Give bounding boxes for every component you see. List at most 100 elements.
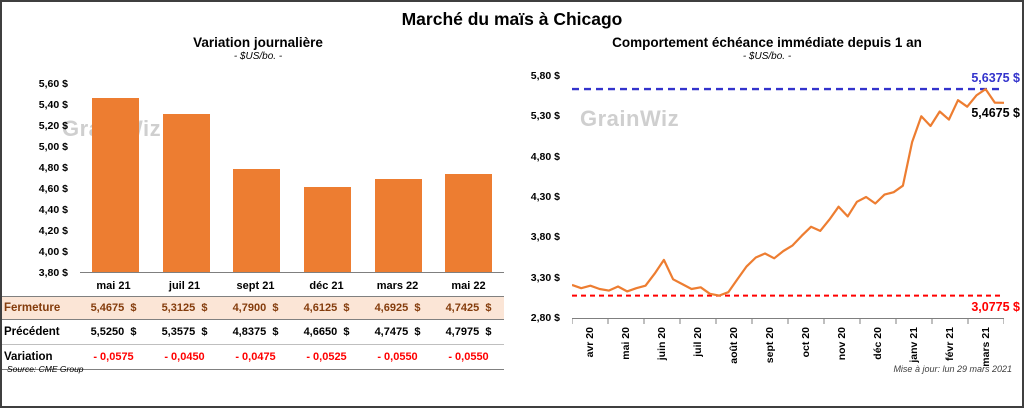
- x-label-cell: nov 20: [824, 327, 860, 375]
- table-value: - 0,0525: [306, 351, 347, 363]
- last-value-label: 5,4675 $: [971, 106, 1020, 120]
- table-value: 4,8375 $: [232, 326, 279, 338]
- table-value: 5,4675 $: [90, 302, 137, 314]
- x-label-cell: oct 20: [788, 327, 824, 375]
- month-label: juil 21: [168, 279, 201, 292]
- max-value-label: 5,6375 $: [971, 71, 1020, 85]
- table-value: 4,6925 $: [374, 302, 421, 314]
- bar-y-tick-label: 5,00 $: [38, 141, 68, 153]
- line-x-tick-label: juin 20: [656, 327, 668, 361]
- line-chart-panel: Comportement échéance immédiate depuis 1…: [514, 32, 1020, 376]
- line-chart-subtitle: - $US/bo. -: [742, 51, 792, 62]
- bar-y-tick-label: 3,80 $: [38, 267, 68, 279]
- row-fermeture: Fermeture 5,4675 $ 5,3125 $ 4,7900 $ 4,6125 …: [2, 296, 504, 320]
- month-label: mars 22: [376, 279, 419, 292]
- price-table: mai 21 juil 21 sept 21 déc 21 mars 22 mai 22 F…: [2, 275, 504, 370]
- bar-y-tick-label: 5,40 $: [38, 99, 68, 111]
- bar-slot: [363, 84, 434, 272]
- bar-chart-title: Variation journalière: [193, 35, 323, 50]
- bar-y-tick-label: 5,60 $: [38, 78, 68, 90]
- table-value: 5,5250 $: [90, 326, 137, 338]
- price-line: [571, 88, 1005, 297]
- line-x-tick-label: mai 20: [620, 327, 632, 360]
- line-y-tick-label: 5,80 $: [530, 70, 560, 82]
- table-value: 4,7475 $: [374, 326, 421, 338]
- line-y-tick-label: 4,80 $: [530, 150, 560, 163]
- bar: [233, 168, 281, 272]
- row-label: Variation: [4, 351, 53, 363]
- line-x-tick-label: mars 21: [980, 327, 992, 367]
- table-value: 4,6125 $: [303, 302, 350, 314]
- bar-slot: [292, 84, 363, 272]
- line-y-axis: 5,80 $ 5,30 $ 4,80 $ 4,30 $ 3,80 $ 3,30 $ 2,80…: [514, 70, 568, 324]
- line-x-tick-label: août 20: [728, 327, 740, 364]
- table-value: - 0,0450: [164, 351, 205, 363]
- source-note: Source: CME Group: [7, 364, 84, 374]
- line-x-tick-label: déc 20: [872, 327, 884, 360]
- table-value: 4,6650 $: [303, 326, 350, 338]
- line-x-tick-label: sept 20: [764, 327, 776, 364]
- month-label: déc 21: [309, 279, 344, 292]
- watermark-right: GrainWiz: [580, 106, 680, 131]
- line-x-tick-label: févr 21: [944, 327, 956, 361]
- table-value: 5,3125 $: [161, 302, 208, 314]
- bar-slot: [221, 84, 292, 272]
- row-label: Précédent: [4, 326, 60, 338]
- x-label-cell: juin 20: [644, 327, 680, 375]
- line-y-tick-label: 4,30 $: [530, 191, 560, 203]
- bar-plot-area: [80, 84, 504, 273]
- bar-y-tick-label: 4,00 $: [38, 246, 68, 258]
- price-line-svg: [571, 87, 1005, 324]
- line-y-tick-label: 3,80 $: [530, 231, 560, 244]
- x-label-cell: août 20: [716, 327, 752, 375]
- x-label-cell: juil 20: [680, 327, 716, 375]
- line-x-tick-label: juil 20: [692, 327, 704, 357]
- line-y-tick-label: 5,30 $: [530, 110, 560, 123]
- bar: [445, 173, 493, 272]
- min-value-label: 3,0775 $: [971, 300, 1020, 314]
- months-header-row: mai 21 juil 21 sept 21 déc 21 mars 22 mai 22: [2, 275, 504, 296]
- x-label-cell: sept 20: [752, 327, 788, 375]
- month-label: mai 21: [96, 279, 131, 292]
- bar-slot: [151, 84, 222, 272]
- bar-y-tick-label: 4,80 $: [38, 162, 68, 174]
- bar-chart-subtitle: - $US/bo. -: [233, 51, 283, 62]
- update-note: Mise à jour: lun 29 mars 2021: [893, 364, 1012, 374]
- bar-y-tick-label: 5,20 $: [38, 120, 68, 132]
- content-area: Variation journalière - $US/bo. - GrainW…: [2, 32, 1022, 376]
- bar-y-tick-label: 4,20 $: [38, 225, 68, 237]
- x-label-cell: déc 20: [860, 327, 896, 375]
- line-chart: GrainWiz 5,80 $ 5,30 $ 4,80 $ 4,30 $ 3,80 $ 3…: [514, 70, 1020, 376]
- bar: [162, 114, 210, 272]
- line-y-tick-label: 3,30 $: [530, 271, 560, 284]
- bar-chart: GrainWiz 5,60 $5,40 $5,20 $5,00 $4,80 $4…: [2, 78, 514, 279]
- line-x-tick-label: avr 20: [584, 327, 596, 358]
- row-precedent: Précédent 5,5250 $ 5,3575 $ 4,8375 $ 4,6650 …: [2, 320, 504, 345]
- table-value: 4,7900 $: [232, 302, 279, 314]
- table-value: - 0,0475: [235, 351, 276, 363]
- bar-y-axis: 5,60 $ 5,40 $ 5,20 $ 5,00 $ 4,80 $ 4,60 $ 4,40…: [2, 78, 76, 279]
- line-x-tick-label: janv 21: [908, 327, 920, 363]
- row-variation: Variation - 0,0575 - 0,0450 - 0,0475 - 0,052…: [2, 345, 504, 370]
- table-value: 4,7425 $: [445, 302, 492, 314]
- bar: [303, 187, 351, 272]
- table-value: - 0,0550: [377, 351, 418, 363]
- line-x-tick-label: nov 20: [836, 327, 848, 361]
- x-label-cell: mai 20: [608, 327, 644, 375]
- month-label: sept 21: [236, 279, 275, 292]
- bar: [374, 178, 422, 272]
- line-y-tick-label: 2,80 $: [530, 312, 560, 324]
- bar-chart-panel: Variation journalière - $US/bo. - GrainW…: [2, 32, 514, 376]
- bar-y-tick-label: 4,60 $: [38, 183, 68, 195]
- table-value: - 0,0550: [448, 351, 489, 363]
- table-value: - 0,0575: [93, 351, 134, 363]
- bar: [91, 97, 139, 272]
- month-label: mai 22: [451, 279, 486, 292]
- bar-slot: [80, 84, 151, 272]
- bar-slot: [433, 84, 504, 272]
- page-title: Marché du maïs à Chicago: [401, 9, 623, 29]
- row-label: Fermeture: [4, 302, 61, 314]
- table-value: 4,7975 $: [445, 326, 492, 338]
- x-label-cell: avr 20: [572, 327, 608, 375]
